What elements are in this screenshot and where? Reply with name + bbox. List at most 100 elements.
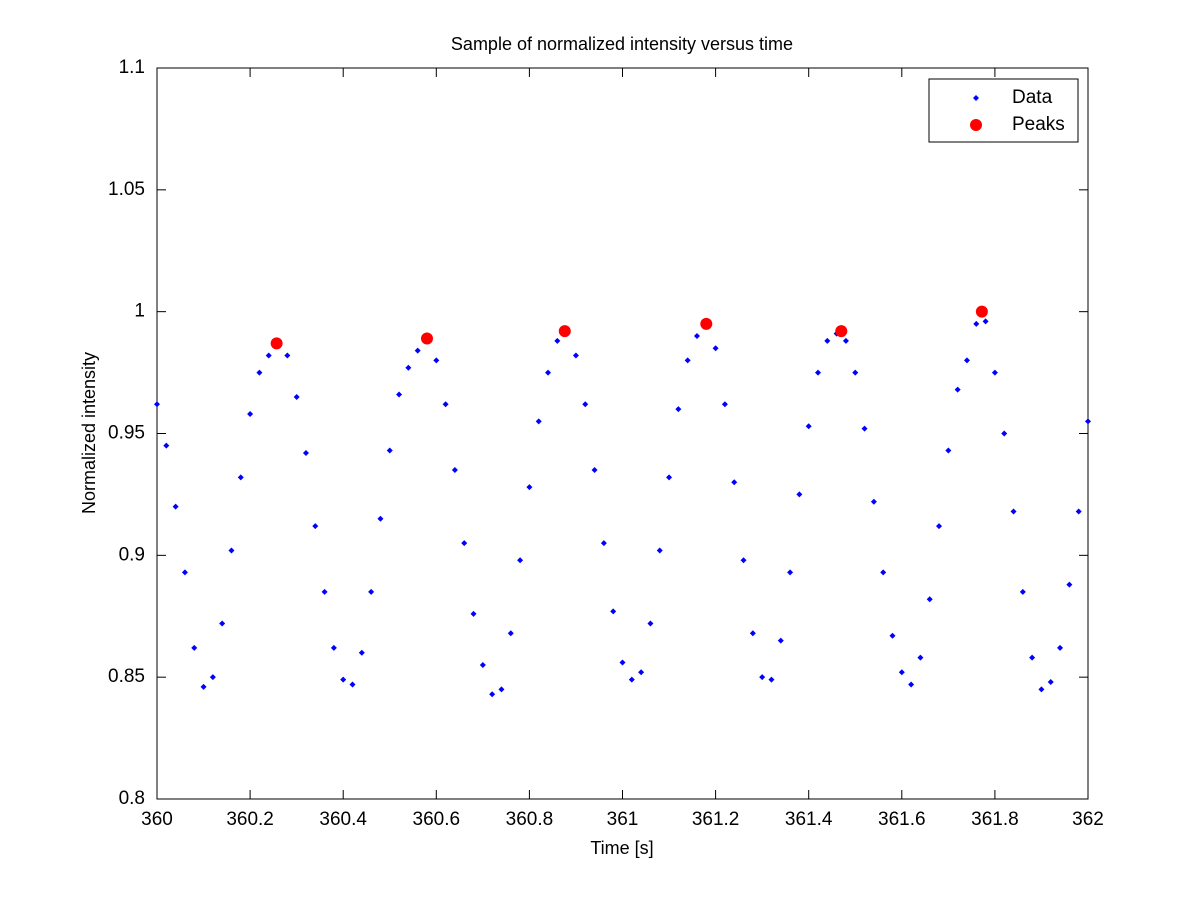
- data-point: [880, 569, 887, 576]
- data-point: [852, 369, 859, 376]
- data-point: [191, 644, 198, 651]
- data-point: [209, 674, 216, 681]
- data-point: [740, 557, 747, 564]
- data-point: [1038, 686, 1045, 693]
- legend-label: Data: [1012, 87, 1053, 108]
- y-tick-label: 0.95: [108, 423, 145, 444]
- data-point: [842, 337, 849, 344]
- data-point: [1057, 644, 1064, 651]
- axes-box: [156, 67, 1089, 800]
- data-point: [302, 449, 309, 456]
- x-axis-label: Time [s]: [590, 838, 653, 858]
- data-point: [558, 325, 571, 338]
- data-point: [498, 686, 505, 693]
- data-point: [1047, 679, 1054, 686]
- data-point: [386, 447, 393, 454]
- data-point: [247, 411, 254, 418]
- data-point: [1019, 588, 1026, 595]
- x-tick-label: 360.8: [506, 809, 554, 830]
- data-point: [1085, 418, 1091, 425]
- data-point: [908, 681, 915, 688]
- x-tick-label: 360: [141, 809, 173, 830]
- x-tick-label: 360.4: [319, 809, 367, 830]
- data-point: [835, 325, 848, 338]
- data-point: [489, 691, 496, 698]
- data-point: [293, 393, 300, 400]
- data-point: [535, 418, 542, 425]
- data-point: [768, 676, 775, 683]
- data-point: [572, 352, 579, 359]
- data-point: [889, 632, 896, 639]
- data-point: [591, 467, 598, 474]
- data-point: [824, 337, 831, 344]
- data-point: [228, 547, 235, 554]
- data-point: [330, 644, 337, 651]
- data-point: [693, 333, 700, 340]
- y-tick-label: 1: [134, 301, 145, 322]
- data-point: [731, 479, 738, 486]
- data-point: [256, 369, 263, 376]
- x-tick-label: 360.2: [226, 809, 274, 830]
- data-point: [517, 557, 524, 564]
- x-tick-label: 361: [607, 809, 639, 830]
- data-point: [610, 608, 617, 615]
- data-point: [154, 401, 160, 408]
- data-point: [796, 491, 803, 498]
- data-point: [442, 401, 449, 408]
- y-tick-label: 0.8: [119, 788, 145, 809]
- x-tick-label: 361.6: [878, 809, 926, 830]
- data-point: [461, 540, 468, 547]
- data-point: [721, 401, 728, 408]
- data-point: [545, 369, 552, 376]
- data-point: [759, 674, 766, 681]
- data-point: [433, 357, 440, 364]
- data-point: [870, 498, 877, 505]
- data-point: [507, 630, 514, 637]
- y-tick-label: 1.05: [108, 179, 145, 200]
- data-point: [172, 503, 179, 510]
- data-point: [917, 654, 924, 661]
- data-point: [991, 369, 998, 376]
- data-point: [787, 569, 794, 576]
- data-point: [270, 337, 283, 350]
- data-point: [368, 588, 375, 595]
- data-point: [1029, 654, 1036, 661]
- legend-label: Peaks: [1012, 114, 1065, 135]
- data-point: [1001, 430, 1008, 437]
- data-point: [628, 676, 635, 683]
- data-point: [349, 681, 356, 688]
- data-point: [312, 523, 319, 530]
- data-point: [936, 523, 943, 530]
- data-point: [265, 352, 272, 359]
- y-tick-label: 1.1: [119, 57, 145, 78]
- data-point: [975, 305, 988, 318]
- data-point: [1066, 581, 1073, 588]
- data-point: [675, 406, 682, 413]
- x-tick-label: 361.4: [785, 809, 833, 830]
- data-point: [973, 320, 980, 327]
- data-point: [898, 669, 905, 676]
- data-point: [600, 540, 607, 547]
- legend-marker: [970, 119, 982, 131]
- data-point: [749, 630, 756, 637]
- data-point: [982, 318, 989, 325]
- data-point: [963, 357, 970, 364]
- legend-marker: [973, 95, 979, 101]
- data-point: [805, 423, 812, 430]
- data-point: [656, 547, 663, 554]
- data-point: [420, 332, 433, 345]
- x-tick-label: 361.2: [692, 809, 740, 830]
- data-point: [684, 357, 691, 364]
- data-point: [340, 676, 347, 683]
- data-point: [954, 386, 961, 393]
- data-point: [712, 345, 719, 352]
- x-tick-label: 360.6: [413, 809, 461, 830]
- x-tick-label: 362: [1072, 809, 1104, 830]
- y-tick-label: 0.85: [108, 666, 145, 687]
- data-point: [777, 637, 784, 644]
- data-point: [470, 610, 477, 617]
- data-point: [1010, 508, 1017, 515]
- data-point: [405, 364, 412, 371]
